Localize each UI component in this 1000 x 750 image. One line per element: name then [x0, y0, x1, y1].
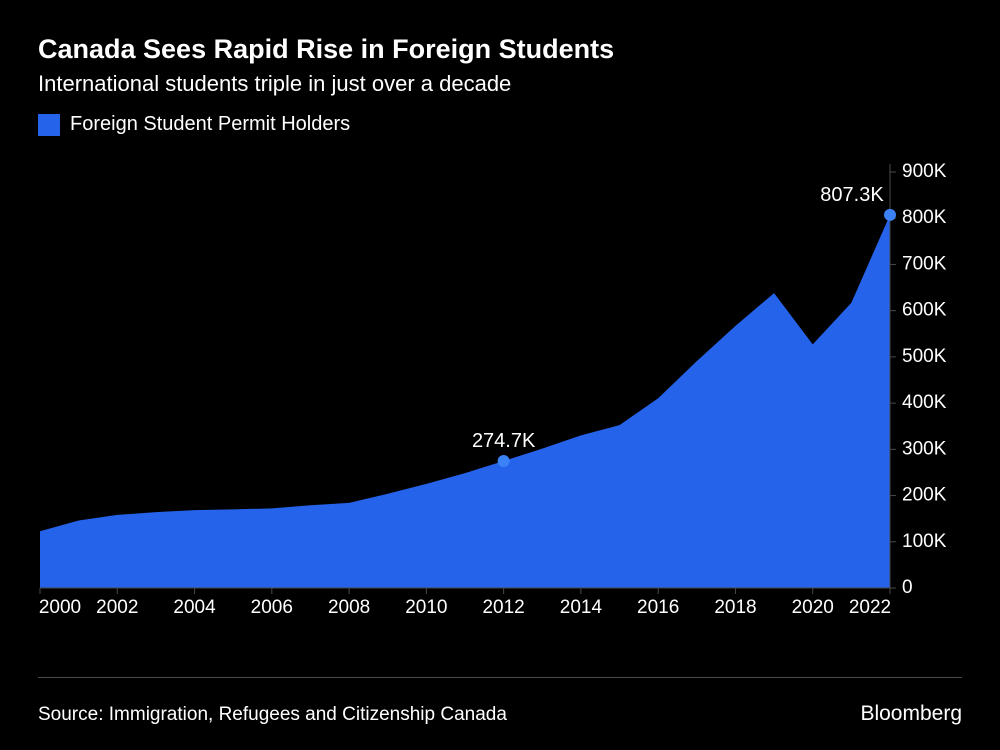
x-tick-label: 2008: [328, 597, 370, 618]
x-tick-label: 2000: [39, 597, 81, 618]
y-tick-label: 600K: [902, 300, 947, 321]
legend-label: Foreign Student Permit Holders: [70, 113, 350, 136]
chart-subtitle: International students triple in just ov…: [38, 71, 962, 97]
x-tick-label: 2014: [560, 597, 603, 618]
footer: Source: Immigration, Refugees and Citize…: [38, 702, 962, 726]
x-tick-label: 2012: [482, 597, 524, 618]
y-tick-label: 300K: [902, 438, 947, 459]
y-tick-label: 900K: [902, 161, 947, 182]
y-tick-label: 500K: [902, 346, 947, 367]
chart-area: 0 100K 200K 300K 400K 500K 600K 700K 800K 900K 200…: [38, 148, 962, 667]
legend-swatch: [38, 114, 60, 136]
y-tick-label: 200K: [902, 485, 947, 506]
y-tick-label: 700K: [902, 253, 947, 274]
x-tick-label: 2016: [637, 597, 679, 618]
annotation-marker: [498, 455, 510, 467]
y-tick-label: 100K: [902, 531, 947, 552]
footer-divider: [38, 677, 962, 678]
x-tick-label: 2020: [792, 597, 834, 618]
annotation-marker: [884, 209, 896, 221]
y-tick-label: 800K: [902, 207, 947, 228]
x-tick-label: 2022: [849, 597, 891, 618]
chart-title: Canada Sees Rapid Rise in Foreign Studen…: [38, 34, 962, 65]
x-tick-label: 2006: [251, 597, 293, 618]
y-tick-label: 400K: [902, 392, 947, 413]
area-chart-svg: 0 100K 200K 300K 400K 500K 600K 700K 800K 900K 200…: [38, 148, 962, 628]
area-fill: [40, 215, 890, 588]
y-tick-label: 0: [902, 577, 913, 598]
x-tick-label: 2010: [405, 597, 447, 618]
annotation-label: 274.7K: [472, 430, 536, 452]
x-tick-label: 2018: [714, 597, 756, 618]
brand-text: Bloomberg: [860, 702, 962, 726]
legend: Foreign Student Permit Holders: [38, 113, 962, 136]
x-tick-label: 2002: [96, 597, 138, 618]
source-text: Source: Immigration, Refugees and Citize…: [38, 704, 507, 726]
annotation-label: 807.3K: [820, 184, 884, 206]
x-tick-label: 2004: [173, 597, 216, 618]
chart-container: Canada Sees Rapid Rise in Foreign Studen…: [0, 0, 1000, 750]
